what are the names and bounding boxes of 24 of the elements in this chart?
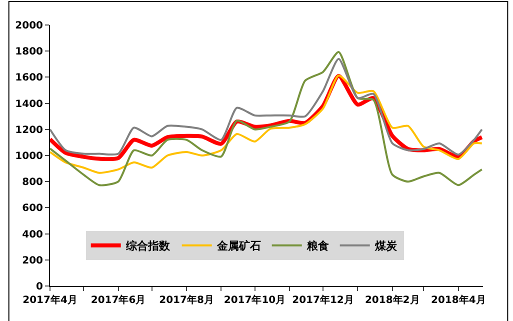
y-tick-label: 600: [22, 203, 44, 214]
line-series: [50, 58, 483, 156]
y-tick-label: 1000: [15, 151, 44, 162]
legend-label: 金属矿石: [216, 240, 261, 253]
y-tick-label: 400: [22, 229, 44, 240]
y-tick-label: 200: [22, 255, 44, 266]
legend-label: 粮食: [306, 240, 329, 253]
x-tick-label: 2017年10月: [224, 294, 286, 306]
y-tick-label: 1200: [15, 124, 44, 136]
y-tick-label: 1800: [15, 46, 44, 58]
legend-label: 煤炭: [374, 240, 398, 253]
x-tick-label: 2017年8月: [159, 294, 214, 306]
legend-label: 综合指数: [124, 240, 171, 253]
x-tick-label: 2018年4月: [430, 294, 486, 306]
y-tick-label: 800: [22, 177, 44, 188]
x-tick-label: 2017年4月: [22, 294, 78, 306]
y-tick-label: 1400: [15, 98, 44, 110]
line-series: [50, 51, 483, 186]
y-tick-label: 2000: [15, 20, 44, 32]
y-tick-label: 1600: [15, 72, 44, 84]
x-tick-label: 2017年12月: [292, 294, 354, 306]
x-tick-label: 2018年2月: [364, 294, 420, 306]
y-tick-label: 0: [36, 282, 44, 292]
x-tick-label: 2017年6月: [90, 294, 146, 306]
